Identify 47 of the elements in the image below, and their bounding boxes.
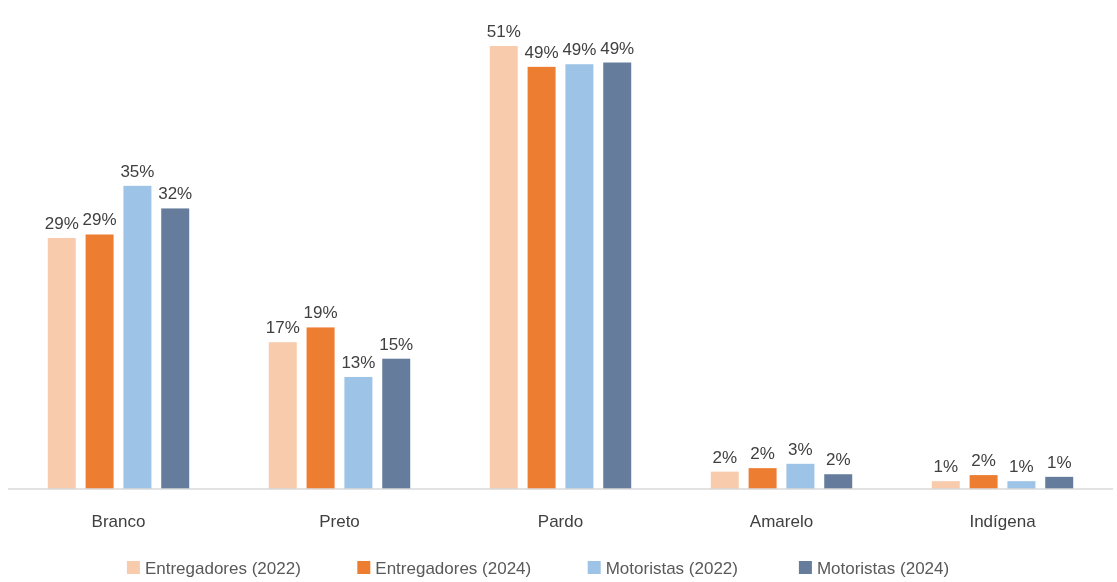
bar bbox=[527, 66, 556, 489]
bar bbox=[268, 342, 297, 489]
bar bbox=[85, 234, 114, 489]
data-label: 29% bbox=[82, 210, 117, 230]
bar bbox=[710, 471, 739, 489]
bar bbox=[489, 46, 518, 489]
data-label: 1% bbox=[1046, 452, 1072, 472]
bar bbox=[344, 376, 373, 489]
bar bbox=[969, 475, 998, 489]
data-label: 49% bbox=[600, 38, 635, 58]
data-label: 1% bbox=[933, 457, 959, 477]
data-label: 3% bbox=[788, 439, 813, 459]
bar bbox=[382, 358, 411, 489]
data-label: 2% bbox=[971, 451, 996, 471]
data-label: 35% bbox=[120, 161, 155, 181]
data-label: 1% bbox=[1009, 457, 1034, 477]
x-tick-label: Preto bbox=[319, 512, 360, 531]
legend-label: Entregadores (2022) bbox=[144, 559, 301, 578]
bar bbox=[1045, 476, 1074, 489]
data-label: 15% bbox=[379, 334, 414, 354]
legend-label: Motoristas (2024) bbox=[816, 559, 950, 578]
data-label: 19% bbox=[303, 303, 338, 323]
bar bbox=[603, 62, 632, 489]
bar bbox=[161, 208, 190, 489]
data-label: 49% bbox=[562, 40, 597, 60]
bar bbox=[306, 327, 335, 489]
data-label: 29% bbox=[44, 213, 79, 233]
bar bbox=[123, 185, 152, 489]
legend-label: Entregadores (2024) bbox=[375, 559, 532, 578]
bar bbox=[748, 468, 777, 489]
data-label: 13% bbox=[341, 352, 376, 372]
data-label: 17% bbox=[265, 318, 300, 338]
bar bbox=[47, 237, 76, 489]
data-label: 2% bbox=[750, 444, 775, 464]
data-label: 49% bbox=[524, 42, 559, 62]
bar bbox=[786, 463, 815, 489]
x-tick-label: Indígena bbox=[969, 512, 1037, 531]
legend-label: Motoristas (2022) bbox=[605, 559, 738, 578]
data-label: 2% bbox=[712, 447, 738, 467]
data-label: 51% bbox=[486, 22, 521, 41]
x-tick-label: Amarelo bbox=[749, 512, 814, 531]
bar bbox=[565, 64, 594, 489]
data-label: 2% bbox=[825, 450, 851, 470]
x-tick-label: Pardo bbox=[537, 512, 584, 531]
bar bbox=[824, 474, 853, 489]
x-tick-label: Branco bbox=[91, 512, 146, 531]
data-label: 32% bbox=[158, 184, 193, 204]
